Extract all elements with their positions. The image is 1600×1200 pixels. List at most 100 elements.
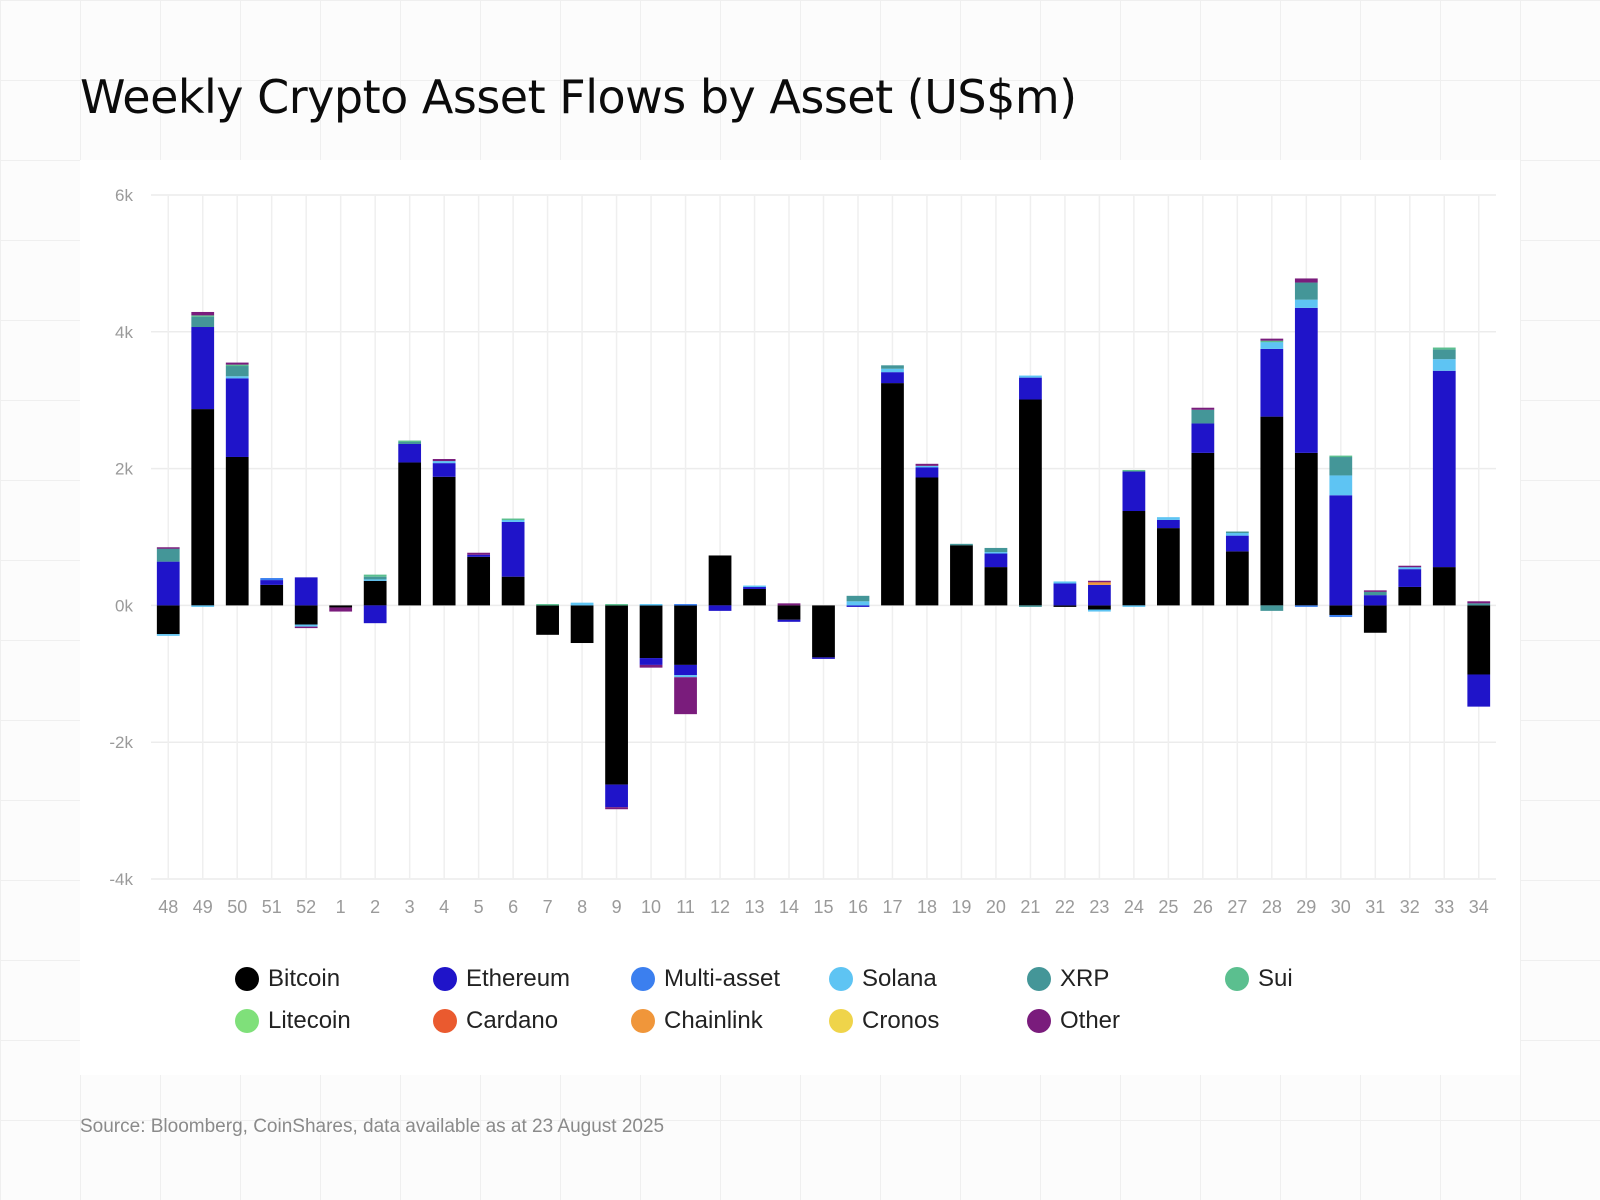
legend-item: Cardano [433,1007,631,1035]
bar-segment-ethereum [1467,674,1491,707]
legend-item: Litecoin [235,1007,433,1035]
bar-segment-ethereum [1260,348,1284,417]
x-tick-label: 8 [577,897,587,917]
bar-segment-solana [1122,605,1146,607]
bar-segment-solana [363,579,387,581]
bar-segment-solana [846,601,870,606]
legend: Bitcoin Ethereum Multi-asset Solana XRP Sui Li… [235,965,1335,1035]
x-tick-label: 4 [439,897,449,917]
bar-segment-ethereum [639,658,663,665]
bar-segment-bitcoin [812,605,835,658]
bar-segment-bitcoin [915,477,939,606]
legend-swatch-icon [829,967,853,991]
x-tick-label: 48 [158,897,178,917]
bar-segment-xrp [1225,531,1249,534]
legend-label: Cardano [466,1007,559,1034]
bar-week-3 [398,440,422,606]
bar-segment-ethereum [915,467,939,478]
legend-item: Solana [829,965,1027,993]
bar-segment-solana [1225,532,1249,536]
bar-segment-xrp [156,548,180,562]
bar-segment-other [605,807,628,810]
legend-label: Multi-asset [664,965,781,992]
bar-week-27 [1225,531,1249,606]
y-tick-label: 2k [115,460,133,479]
bar-segment-solana [743,585,766,588]
bar-segment-ethereum [260,580,284,585]
bar-week-22 [1053,581,1077,607]
bar-segment-solana [1019,375,1042,378]
bar-segment-sui [605,604,628,606]
bar-segment-solana [501,519,525,522]
bar-segment-solana [570,602,594,606]
bar-week-24 [1122,469,1146,607]
bar-segment-ethereum [156,561,180,606]
bar-segment-xrp [191,316,215,328]
legend-label: XRP [1060,965,1110,992]
bar-segment-solana [1294,299,1318,308]
bar-segment-other [467,552,491,555]
bar-segment-xrp [950,543,973,546]
bar-segment-bitcoin [743,588,766,606]
legend-swatch-icon [433,967,457,991]
bar-segment-bitcoin [1329,605,1353,615]
bar-segment-other [1191,407,1215,410]
x-tick-label: 11 [676,897,695,917]
x-tick-label: 13 [745,897,765,917]
bar-segment-ethereum [1363,595,1387,606]
bar-week-16 [846,595,870,607]
legend-swatch-icon [235,1009,259,1033]
bar-segment-bitcoin [260,584,284,606]
legend-swatch-icon [1027,1009,1051,1033]
bar-segment-bitcoin [294,605,318,625]
x-tick-label: 33 [1434,897,1454,917]
bar-week-32 [1398,565,1422,606]
x-tick-label: 50 [227,897,247,917]
bar-segment-ethereum [1225,535,1249,552]
x-tick-label: 24 [1124,897,1144,917]
bar-segment-bitcoin [1294,452,1318,606]
bar-segment-bitcoin [363,580,387,606]
x-tick-label: 29 [1296,897,1316,917]
bar-segment-xrp [1329,456,1353,476]
bar-segment-bitcoin [225,456,249,606]
bar-segment-ethereum [1294,307,1318,453]
bar-segment-solana [1432,359,1456,371]
legend-label: Solana [862,965,937,992]
x-tick-label: 31 [1365,897,1385,917]
y-tick-label: 0k [115,596,133,615]
chart-title: Weekly Crypto Asset Flows by Asset (US$m… [80,70,1077,124]
x-tick-label: 10 [641,897,661,917]
bar-segment-multi-asset [674,604,697,606]
bar-week-6 [501,518,525,606]
bar-segment-sui [1329,455,1353,458]
bar-segment-bitcoin [191,409,215,606]
x-tick-label: 52 [296,897,316,917]
legend-swatch-icon [631,967,655,991]
bar-segment-solana [674,675,697,678]
x-tick-label: 3 [405,897,415,917]
legend-label: Other [1060,1007,1121,1034]
y-tick-label: -4k [109,870,133,889]
bar-segment-bitcoin [881,383,904,606]
x-tick-label: 25 [1158,897,1178,917]
x-tick-label: 6 [508,897,518,917]
legend-swatch-icon [1027,967,1051,991]
bar-segment-solana [984,552,1008,554]
bar-segment-solana [639,604,663,606]
bar-week-7 [536,604,559,635]
y-tick-label: -2k [109,733,133,752]
x-tick-label: 5 [474,897,484,917]
bar-week-4 [432,459,456,606]
bar-segment-ethereum [1398,569,1422,587]
bar-segment-bitcoin [1156,528,1180,606]
bar-segment-xrp [398,441,422,444]
bar-segment-other [225,362,249,365]
bar-segment-bitcoin [398,462,422,606]
bar-segment-xrp [1363,591,1387,596]
x-tick-label: 1 [336,897,346,917]
bar-segment-multi-asset [260,578,284,581]
bar-segment-other [1294,278,1318,283]
legend-item: Sui [1225,965,1423,993]
